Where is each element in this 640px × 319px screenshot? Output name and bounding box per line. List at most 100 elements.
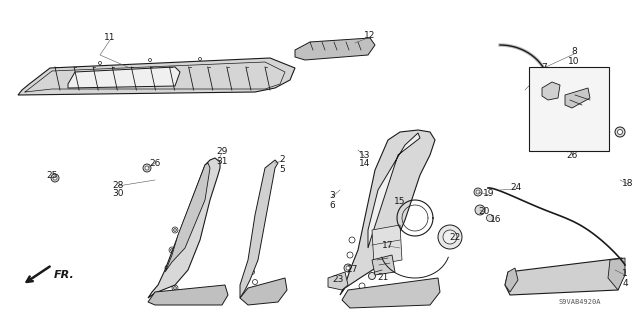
Text: 2: 2 xyxy=(279,155,285,165)
Circle shape xyxy=(370,294,374,298)
Text: 17: 17 xyxy=(382,241,394,249)
Circle shape xyxy=(172,285,178,291)
Text: 19: 19 xyxy=(483,189,495,198)
Circle shape xyxy=(163,295,167,299)
Text: 21: 21 xyxy=(378,272,388,281)
Circle shape xyxy=(438,225,462,249)
Text: 3: 3 xyxy=(329,191,335,201)
Circle shape xyxy=(282,77,285,79)
Circle shape xyxy=(443,230,457,244)
Polygon shape xyxy=(68,67,180,88)
Circle shape xyxy=(486,214,493,221)
Circle shape xyxy=(51,174,59,182)
FancyBboxPatch shape xyxy=(529,67,609,151)
Circle shape xyxy=(99,62,102,64)
Text: 26: 26 xyxy=(566,151,578,160)
Polygon shape xyxy=(240,278,287,305)
Text: 29: 29 xyxy=(216,147,228,157)
Circle shape xyxy=(406,294,410,298)
Circle shape xyxy=(359,283,365,289)
Circle shape xyxy=(474,188,482,196)
Text: 9: 9 xyxy=(541,72,547,81)
Polygon shape xyxy=(148,285,228,305)
Text: 16: 16 xyxy=(490,214,502,224)
Circle shape xyxy=(423,294,427,298)
Text: 24: 24 xyxy=(510,183,522,192)
Polygon shape xyxy=(328,272,348,290)
Circle shape xyxy=(369,272,376,279)
Circle shape xyxy=(476,190,480,194)
Text: 14: 14 xyxy=(359,160,371,168)
Text: 6: 6 xyxy=(329,201,335,210)
Circle shape xyxy=(253,279,257,285)
Text: 10: 10 xyxy=(568,56,580,65)
Text: 12: 12 xyxy=(364,31,376,40)
Circle shape xyxy=(475,205,485,215)
Polygon shape xyxy=(240,160,278,298)
Text: 13: 13 xyxy=(359,151,371,160)
Text: 23: 23 xyxy=(332,275,344,284)
Circle shape xyxy=(253,257,257,263)
Circle shape xyxy=(165,265,171,271)
Circle shape xyxy=(276,69,280,71)
Text: 25: 25 xyxy=(46,170,58,180)
Text: 28: 28 xyxy=(112,181,124,189)
Circle shape xyxy=(535,274,541,280)
Circle shape xyxy=(29,86,31,90)
Circle shape xyxy=(328,278,335,286)
Circle shape xyxy=(193,295,197,299)
Circle shape xyxy=(349,237,355,243)
Text: 20: 20 xyxy=(478,206,490,216)
Circle shape xyxy=(276,293,280,297)
Circle shape xyxy=(349,275,355,281)
Text: 27: 27 xyxy=(346,265,358,275)
Polygon shape xyxy=(18,58,295,95)
Text: 1: 1 xyxy=(622,270,628,278)
Text: 22: 22 xyxy=(449,234,461,242)
Circle shape xyxy=(167,277,173,283)
Circle shape xyxy=(170,249,173,251)
Circle shape xyxy=(618,130,623,135)
Circle shape xyxy=(53,176,57,180)
Polygon shape xyxy=(565,88,590,108)
Text: 18: 18 xyxy=(622,179,634,188)
Circle shape xyxy=(208,295,212,299)
Polygon shape xyxy=(340,130,435,295)
Polygon shape xyxy=(542,82,560,100)
Text: 7: 7 xyxy=(541,63,547,72)
Circle shape xyxy=(250,270,255,275)
Circle shape xyxy=(388,294,392,298)
Polygon shape xyxy=(372,255,395,275)
Circle shape xyxy=(248,60,252,63)
Text: S9VAB4920A: S9VAB4920A xyxy=(559,299,601,305)
Circle shape xyxy=(356,294,360,298)
Circle shape xyxy=(54,69,56,71)
Circle shape xyxy=(173,228,177,232)
Circle shape xyxy=(198,57,202,61)
Text: 4: 4 xyxy=(622,278,628,287)
Circle shape xyxy=(345,265,351,271)
Polygon shape xyxy=(368,133,420,248)
Circle shape xyxy=(166,266,170,270)
Polygon shape xyxy=(165,163,210,272)
Circle shape xyxy=(552,274,558,280)
Text: 11: 11 xyxy=(104,33,116,42)
Text: 15: 15 xyxy=(394,197,406,206)
Polygon shape xyxy=(505,268,518,292)
Text: 26: 26 xyxy=(149,159,161,167)
Circle shape xyxy=(168,278,172,281)
Polygon shape xyxy=(608,258,625,290)
Polygon shape xyxy=(295,38,375,60)
Circle shape xyxy=(344,264,352,272)
Polygon shape xyxy=(372,225,402,265)
Text: 31: 31 xyxy=(216,157,228,166)
Polygon shape xyxy=(342,278,440,308)
Circle shape xyxy=(604,274,610,280)
Circle shape xyxy=(346,266,350,270)
Circle shape xyxy=(615,127,625,137)
Text: FR.: FR. xyxy=(54,270,75,280)
Circle shape xyxy=(347,252,353,258)
Polygon shape xyxy=(148,158,220,298)
Circle shape xyxy=(266,293,270,297)
Text: 5: 5 xyxy=(279,165,285,174)
